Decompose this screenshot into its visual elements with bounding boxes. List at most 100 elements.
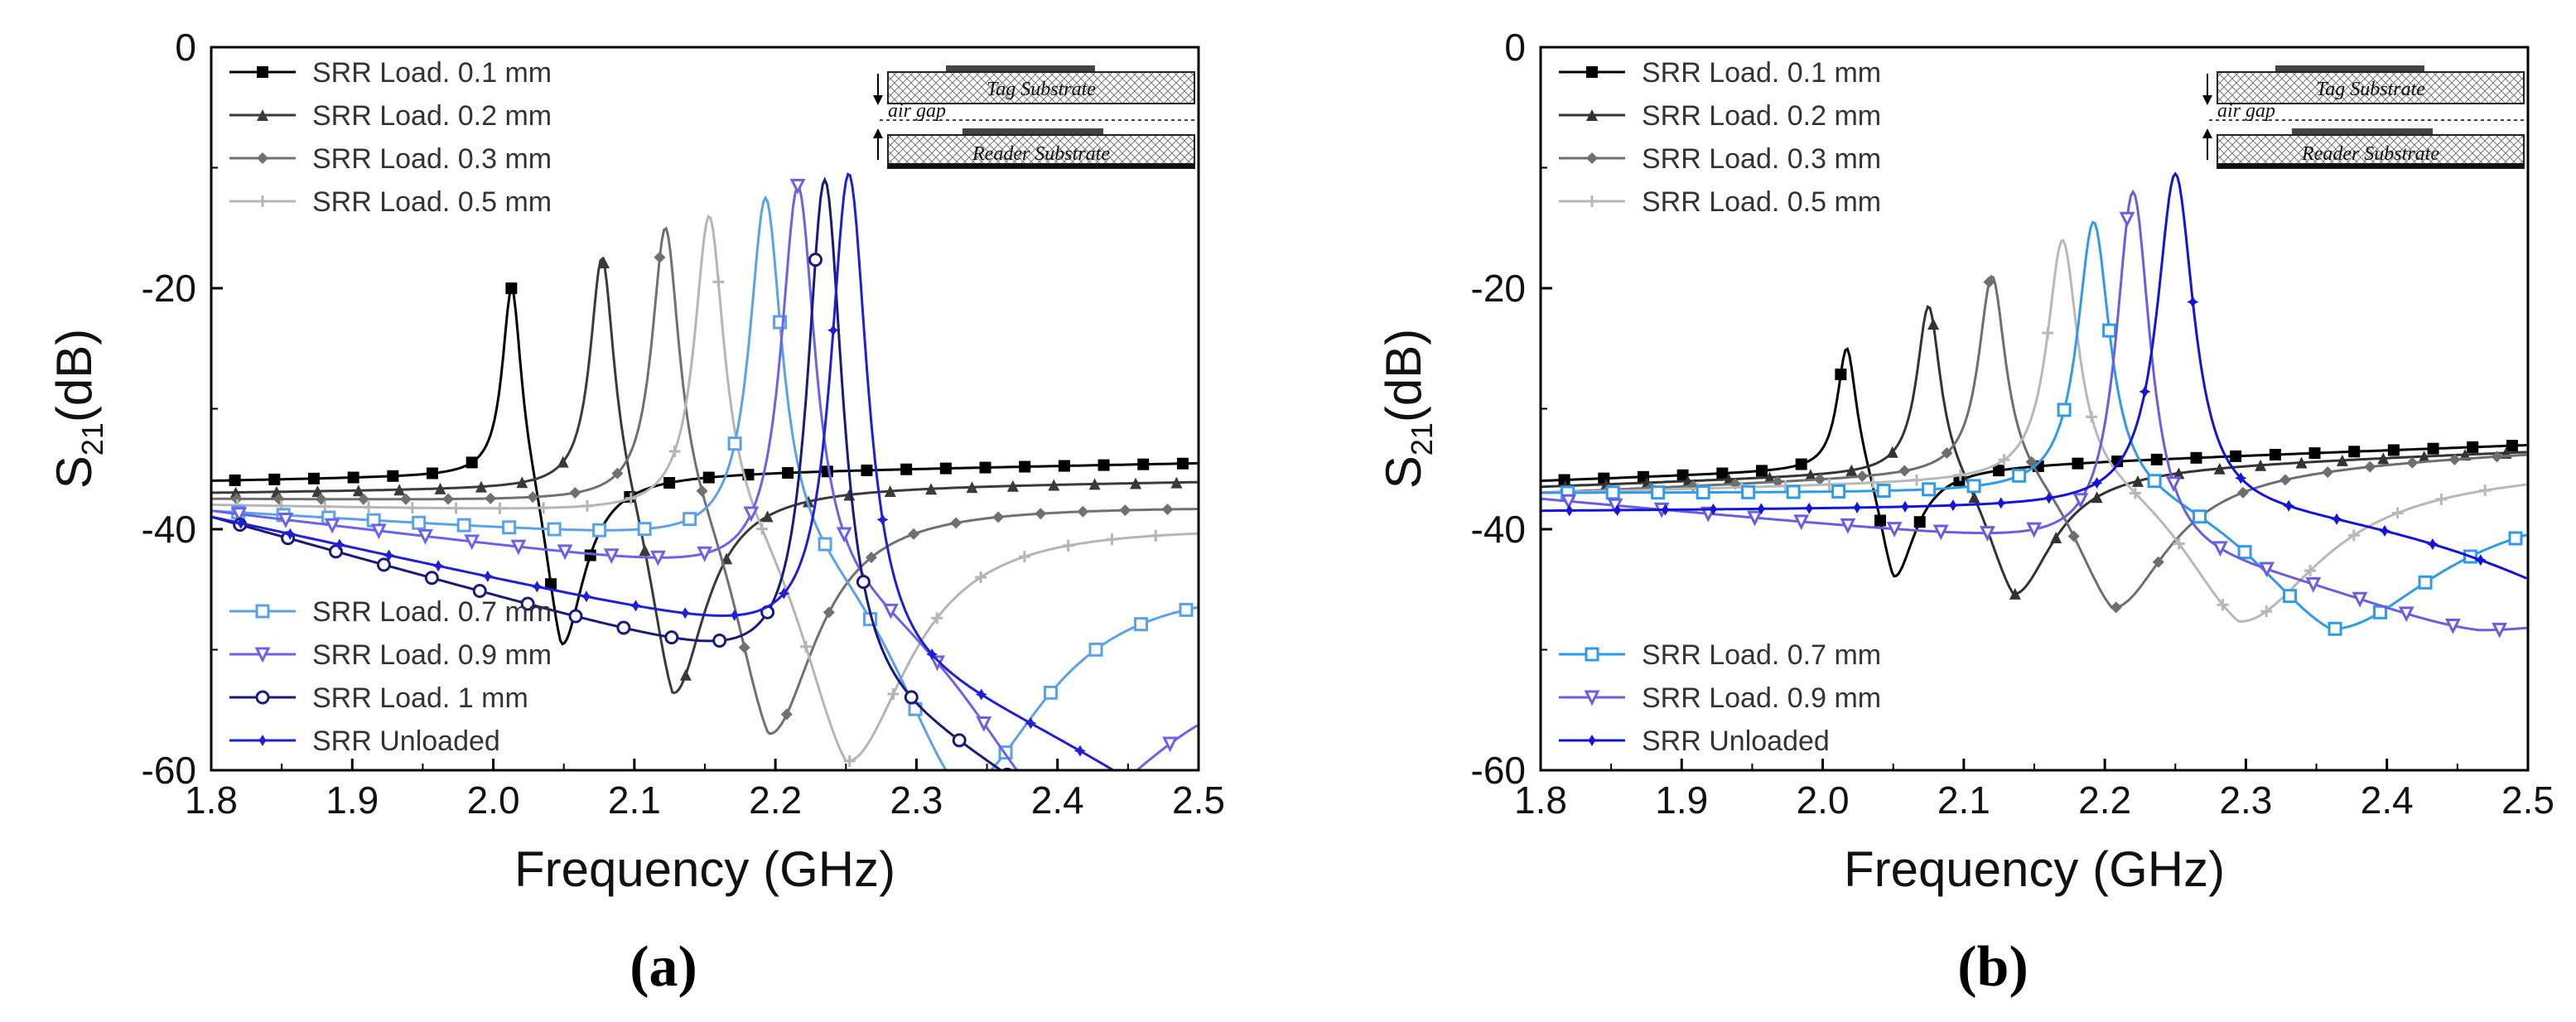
legend-swatch-marker [1584, 690, 1600, 706]
tag-substrate [887, 71, 1195, 104]
data-point [952, 733, 967, 748]
data-point [976, 716, 992, 732]
legend-entry: SRR Load. 0.2 mm [229, 100, 552, 132]
series-markers-2 [229, 256, 1183, 681]
data-point [639, 544, 651, 557]
data-point [1176, 457, 1189, 470]
data-point [502, 520, 517, 535]
series-markers-1 [1558, 369, 2518, 528]
data-point [1018, 551, 1030, 563]
data-point [1966, 479, 1981, 494]
data-point [2235, 472, 2247, 484]
data-point [603, 548, 620, 565]
data-point [887, 688, 900, 701]
x-tick-label: 2.2 [2078, 779, 2131, 822]
legend-bottom: SRR Load. 0.7 mm SRR Load. 0.9 mm SRR Load… [229, 596, 552, 757]
data-point [1563, 504, 1575, 517]
legend-label: SRR Load. 0.3 mm [1642, 143, 1881, 175]
reader-substrate [2217, 134, 2525, 169]
data-point [2139, 385, 2151, 398]
legend-label: SRR Load. 0.5 mm [312, 186, 552, 218]
data-point [1134, 617, 1149, 632]
series-markers-3 [1560, 276, 2503, 614]
legend-swatch-marker [257, 195, 268, 207]
data-point [2304, 564, 2317, 576]
y-tick-label: -40 [1471, 508, 1526, 551]
legend-label: SRR Unloaded [1642, 726, 1830, 757]
data-point [876, 513, 889, 526]
data-point [1006, 480, 1019, 492]
data-point [2308, 447, 2321, 460]
legend-label: SRR Load. 0.5 mm [1642, 186, 1881, 218]
data-point [2506, 440, 2518, 452]
data-point [494, 502, 506, 514]
data-point [2042, 327, 2054, 340]
data-point [856, 575, 871, 590]
data-point [1062, 539, 1074, 552]
data-point [432, 560, 445, 572]
data-point [1946, 499, 1959, 512]
data-point [822, 606, 835, 619]
data-point [466, 456, 478, 469]
x-tick-label: 1.9 [326, 779, 379, 822]
data-point [1874, 514, 1887, 527]
series-markers-8 [234, 324, 1086, 757]
data-point [679, 668, 692, 681]
data-point [347, 471, 359, 484]
data-point [1044, 685, 1059, 700]
data-point [2173, 538, 2185, 550]
data-point [376, 557, 391, 572]
data-point [668, 445, 681, 457]
data-point [324, 518, 340, 534]
data-point [2398, 606, 2414, 623]
legend-swatch-marker [1586, 109, 1598, 121]
x-tick-label: 1.8 [185, 779, 238, 822]
series-markers-6 [231, 178, 1179, 753]
data-point [712, 276, 725, 288]
y-tick-label: -20 [142, 267, 196, 310]
data-point [650, 550, 666, 566]
data-point [547, 522, 562, 537]
legend-entry: SRR Unloaded [229, 726, 500, 757]
reader-substrate-label: Reader Substrate [972, 143, 1110, 165]
data-point [2091, 491, 2103, 504]
data-point [527, 491, 539, 504]
series-line-5 [1541, 220, 2527, 630]
y-tick-label: -40 [142, 508, 196, 551]
data-point [979, 461, 991, 474]
legend-entry: SRR Load. 0.3 mm [1559, 143, 1881, 175]
series-line-1 [211, 284, 1198, 646]
data-point [1561, 494, 1577, 510]
data-point [569, 486, 581, 499]
data-point [2352, 591, 2368, 608]
data-point [333, 538, 345, 551]
data-point [1747, 510, 1763, 527]
y-axis-title-sub: 21 [1405, 422, 1439, 456]
data-point [2378, 524, 2390, 537]
legend-swatch-marker [1586, 152, 1598, 164]
data-point [2348, 446, 2361, 458]
data-point [1932, 524, 1949, 541]
data-point [1605, 485, 1620, 500]
legend-entry: SRR Load. 0.9 mm [1559, 682, 1881, 714]
x-tick-label: 2.0 [1797, 779, 1850, 822]
data-point [1611, 504, 1623, 516]
data-point [2426, 538, 2439, 551]
y-tick-label: 0 [175, 26, 196, 69]
x-tick-label: 2.1 [1937, 779, 1990, 822]
y-axis: 0 -20 -40 -60 [142, 26, 223, 792]
data-point [520, 596, 535, 611]
x-tick-label: 2.2 [749, 779, 802, 822]
data-point [761, 510, 774, 523]
data-point [581, 499, 593, 512]
data-point [510, 539, 527, 556]
data-point [1097, 459, 1110, 471]
data-point [2427, 442, 2439, 455]
data-point [821, 465, 833, 478]
data-point [2331, 513, 2343, 525]
data-point [664, 630, 679, 645]
data-point [1088, 478, 1101, 490]
data-point [538, 502, 550, 514]
data-point [2152, 556, 2164, 568]
